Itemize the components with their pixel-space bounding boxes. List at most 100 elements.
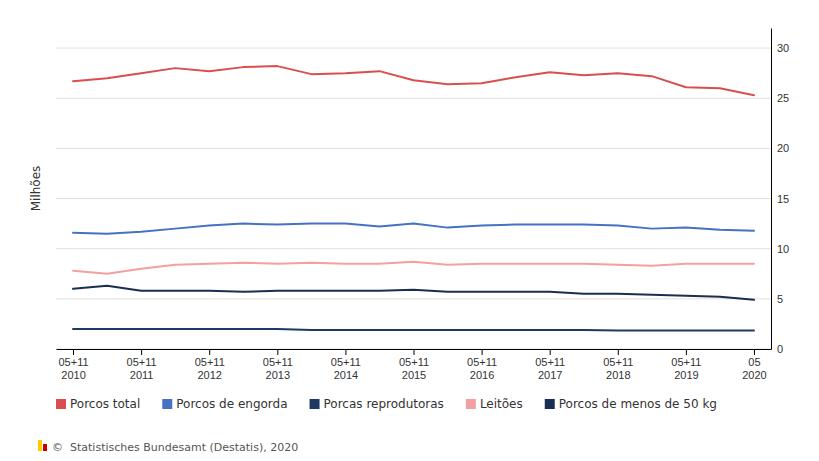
x-tick-mark xyxy=(209,349,210,355)
grid xyxy=(56,48,771,349)
legend: Porcos total Porcos de engorda Porcas repr… xyxy=(56,397,717,411)
x-tick: 05+112015 xyxy=(399,349,429,381)
x-tick-label-line: 2011 xyxy=(130,369,154,381)
y-tick-label: 15 xyxy=(777,193,789,205)
grid-line xyxy=(56,48,771,49)
x-tick-label: 05+112017 xyxy=(535,356,565,381)
footer-text: © Statistisches Bundesamt (Destatis), 20… xyxy=(52,441,298,454)
legend-label: Porcos de engorda xyxy=(176,397,287,411)
x-tick-mark xyxy=(73,349,74,355)
series-line xyxy=(73,329,754,331)
x-tick-label-line: 05 xyxy=(748,356,760,368)
x-tick-mark xyxy=(345,349,346,355)
legend-swatch xyxy=(56,399,66,409)
x-tick-label: 05+112014 xyxy=(331,356,361,381)
plot: 05+11201005+11201105+11201205+11201305+1… xyxy=(56,29,789,382)
y-tick: 15 xyxy=(771,193,789,205)
x-tick: 05+112011 xyxy=(127,349,157,381)
y-tick: 10 xyxy=(771,243,789,255)
x-tick-mark xyxy=(141,349,142,355)
grid-line xyxy=(56,198,771,199)
x-tick-label-line: 05+11 xyxy=(603,356,633,368)
x-tick: 05+112019 xyxy=(671,349,701,381)
x-tick: 05+112018 xyxy=(603,349,633,381)
x-tick-label-line: 05+11 xyxy=(127,356,157,368)
logo-bar xyxy=(43,444,47,451)
x-tick-label: 05+112015 xyxy=(399,356,429,381)
x-tick-label-line: 05+11 xyxy=(195,356,225,368)
x-tick-label-line: 2014 xyxy=(334,369,358,381)
y-tick-label: 5 xyxy=(777,293,783,305)
x-tick-mark xyxy=(754,349,755,355)
legend-label: Porcos de menos de 50 kg xyxy=(559,397,717,411)
series-line xyxy=(73,286,754,300)
series-line xyxy=(73,262,754,274)
x-tick-label: 05+112011 xyxy=(127,356,157,381)
y-tick: 30 xyxy=(771,42,789,54)
x-tick-label-line: 05+11 xyxy=(331,356,361,368)
x-tick-label-line: 2020 xyxy=(742,369,766,381)
x-tick-label-line: 05+11 xyxy=(535,356,565,368)
logo-bar xyxy=(38,440,42,451)
x-tick-mark xyxy=(618,349,619,355)
x-tick-label-line: 2018 xyxy=(606,369,630,381)
x-tick-label-line: 2012 xyxy=(197,369,221,381)
y-tick-label: 25 xyxy=(777,92,789,104)
chart: 05+11201005+11201105+11201205+11201305+1… xyxy=(0,0,819,461)
x-tick-mark xyxy=(550,349,551,355)
y-axis-line xyxy=(771,29,772,350)
x-tick-label-line: 2019 xyxy=(674,369,698,381)
x-tick-label-line: 2013 xyxy=(266,369,290,381)
legend-swatch xyxy=(545,399,555,409)
x-tick-label-line: 05+11 xyxy=(58,356,88,368)
y-axis-title: Milhões xyxy=(29,166,43,212)
y-tick-label: 10 xyxy=(777,243,789,255)
x-tick-label: 05+112018 xyxy=(603,356,633,381)
legend-item: Leitões xyxy=(466,397,523,411)
x-tick-label-line: 2010 xyxy=(61,369,85,381)
y-tick: 20 xyxy=(771,142,789,154)
grid-line xyxy=(56,148,771,149)
series-line xyxy=(73,66,754,95)
legend-item: Porcas reprodutoras xyxy=(310,397,444,411)
legend-item: Porcos de engorda xyxy=(162,397,287,411)
y-tick: 25 xyxy=(771,92,789,104)
legend-swatch xyxy=(310,399,320,409)
y-tick-label: 0 xyxy=(777,343,783,355)
x-tick-label-line: 05+11 xyxy=(467,356,497,368)
x-tick: 05+112013 xyxy=(263,349,293,381)
x-tick: 05+112012 xyxy=(195,349,225,381)
x-tick-label-line: 2016 xyxy=(470,369,494,381)
x-tick-label-line: 05+11 xyxy=(263,356,293,368)
x-tick-label: 05+112010 xyxy=(58,356,88,381)
y-tick-label: 20 xyxy=(777,142,789,154)
series-line xyxy=(73,224,754,234)
x-tick: 05+112017 xyxy=(535,349,565,381)
x-tick-label: 05+112016 xyxy=(467,356,497,381)
x-tick-mark xyxy=(277,349,278,355)
legend-item: Porcos total xyxy=(56,397,140,411)
chart-container: 05+11201005+11201105+11201205+11201305+1… xyxy=(0,0,819,461)
legend-item: Porcos de menos de 50 kg xyxy=(545,397,717,411)
x-tick: 05+112016 xyxy=(467,349,497,381)
y-tick: 0 xyxy=(771,343,783,355)
x-tick: 05+112014 xyxy=(331,349,361,381)
x-tick: 05+112010 xyxy=(58,349,88,381)
x-tick: 052020 xyxy=(742,349,766,381)
legend-swatch xyxy=(466,399,476,409)
x-tick-label: 05+112019 xyxy=(671,356,701,381)
lines xyxy=(73,66,754,330)
y-tick-label: 30 xyxy=(777,42,789,54)
grid-line xyxy=(56,98,771,99)
x-tick-mark xyxy=(414,349,415,355)
x-tick-label-line: 05+11 xyxy=(399,356,429,368)
footer: © Statistisches Bundesamt (Destatis), 20… xyxy=(38,440,298,454)
x-tick-label: 052020 xyxy=(742,356,766,381)
legend-swatch xyxy=(162,399,172,409)
x-tick-label-line: 05+11 xyxy=(671,356,701,368)
x-tick-label: 05+112013 xyxy=(263,356,293,381)
x-tick-mark xyxy=(482,349,483,355)
grid-line xyxy=(56,298,771,299)
y-tick: 5 xyxy=(771,293,783,305)
legend-label: Porcos total xyxy=(70,397,140,411)
